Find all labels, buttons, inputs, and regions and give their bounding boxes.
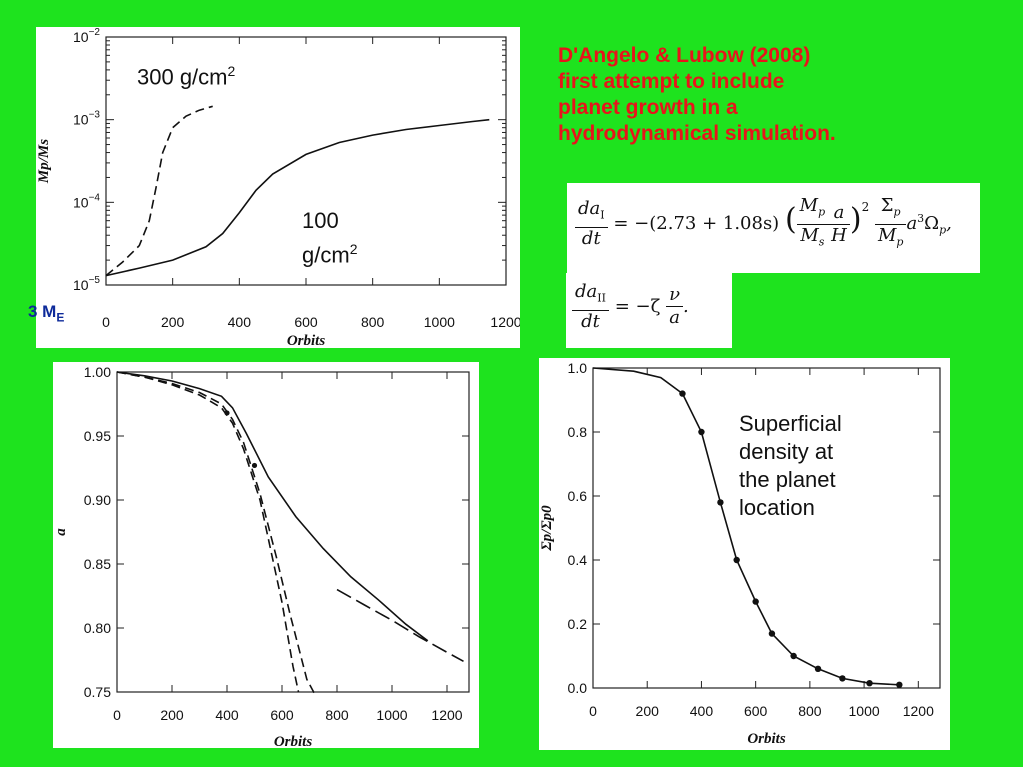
y-tick-label: 0.90 <box>84 492 111 508</box>
plot-frame <box>116 371 470 693</box>
x-tick-label: 1000 <box>849 703 880 719</box>
data-point <box>698 428 705 436</box>
series-line-1 <box>116 371 316 695</box>
data-point <box>814 665 822 672</box>
y-tick-label: 0.75 <box>84 684 111 700</box>
series-line-0 <box>116 371 429 642</box>
x-tick-label: 200 <box>636 703 660 719</box>
y-tick-label: 10−5 <box>73 275 100 293</box>
surface-density-plot: 0 200 400 600 800 1000 1200 0.0 0.2 0.4 0.6 0.8 1.0 O… <box>539 360 941 747</box>
x-axis-label: Orbits <box>747 731 786 747</box>
x-tick-label: 1000 <box>424 314 455 330</box>
x-tick-label: 600 <box>270 707 294 723</box>
series-line-2 <box>116 371 300 693</box>
mass-growth-plot: 0 200 400 600 800 1000 1200 10−5 10−4 10−3 10−2 Orb… <box>36 27 522 349</box>
y-tick-label: 10−3 <box>73 110 100 128</box>
y-tick-label: 0.8 <box>568 424 588 440</box>
surface-density-chart: 0 200 400 600 800 1000 1200 0.0 0.2 0.4 0.6 0.8 1.0 O… <box>539 358 950 750</box>
x-tick-label: 800 <box>361 314 385 330</box>
data-point <box>679 390 686 397</box>
description-line: D'Angelo & Lubow (2008) <box>558 44 811 67</box>
data-point <box>896 681 903 688</box>
surface-density-annotation: Superficial density at the planet locati… <box>739 411 842 520</box>
x-tick-label: 1000 <box>376 707 407 723</box>
plot-frame <box>592 367 941 689</box>
data-point <box>790 652 797 660</box>
y-tick-label: 0.80 <box>84 620 111 636</box>
x-tick-label: 0 <box>113 707 121 723</box>
description-line: hydrodynamical simulation. <box>558 122 836 145</box>
x-tick-label: 400 <box>228 314 252 330</box>
data-point <box>717 499 724 506</box>
data-point <box>839 675 846 682</box>
y-tick-label: 0.0 <box>568 680 588 696</box>
y-axis-label: a <box>53 528 69 536</box>
mass-growth-chart: 0 200 400 600 800 1000 1200 10−5 10−4 10−3 10−2 Orb… <box>36 27 522 349</box>
y-tick-label: 1.00 <box>84 364 111 380</box>
y-axis-label: Mp/Ms <box>36 139 52 184</box>
x-tick-label: 800 <box>798 703 822 719</box>
x-axis-label: Orbits <box>274 734 313 748</box>
data-point <box>752 598 759 605</box>
x-tick-label: 200 <box>160 707 184 723</box>
y-tick-label: 0.6 <box>568 488 588 504</box>
x-tick-label: 800 <box>325 707 349 723</box>
series-line-3 <box>336 588 464 663</box>
data-point <box>733 556 740 564</box>
x-tick-label: 600 <box>294 314 318 330</box>
y-tick-label: 0.95 <box>84 428 111 444</box>
y-tick-label: 0.4 <box>568 552 588 568</box>
y-tick-label: 0.85 <box>84 556 111 572</box>
series-line-0 <box>592 367 900 686</box>
description-line: planet growth in a <box>558 96 738 119</box>
data-point <box>866 680 873 687</box>
earth-mass-label: 3 ME <box>28 302 65 325</box>
x-axis-label: Orbits <box>287 333 326 348</box>
x-tick-label: 400 <box>690 703 714 719</box>
y-tick-label: 1.0 <box>568 360 588 376</box>
y-tick-label: 0.2 <box>568 616 588 632</box>
x-tick-label: 1200 <box>903 703 934 719</box>
x-tick-label: 1200 <box>490 314 520 330</box>
x-tick-label: 200 <box>161 314 185 330</box>
semimajor-axis-plot: 0 200 400 600 800 1000 1200 0.75 0.80 0.85 0.90 0.9… <box>53 364 470 750</box>
x-tick-label: 400 <box>215 707 239 723</box>
description-line: first attempt to include <box>558 70 785 93</box>
series-line-0 <box>105 105 213 277</box>
semimajor-axis-chart: 0 200 400 600 800 1000 1200 0.75 0.80 0.85 0.90 0.9… <box>53 362 479 750</box>
x-tick-label: 0 <box>589 703 597 719</box>
x-tick-label: 600 <box>744 703 768 719</box>
data-point <box>224 410 230 416</box>
y-tick-label: 10−4 <box>73 192 100 210</box>
x-tick-label: 1200 <box>431 707 462 723</box>
data-point <box>251 462 258 469</box>
y-tick-label: 10−2 <box>73 27 100 45</box>
equation-type-i: daI dt = −(2.73 + 1.08s) (Mp Ms a H)2 Σp Mp a3… <box>567 183 980 273</box>
annotation-100: 100 g/cm2 <box>302 208 358 268</box>
description-text: D'Angelo & Lubow (2008) first attempt to… <box>558 43 978 147</box>
x-tick-label: 0 <box>102 314 110 330</box>
y-axis-label: Σp/Σp0 <box>539 505 555 552</box>
annotation-300: 300 g/cm2 <box>137 63 236 90</box>
data-point <box>768 630 776 637</box>
series-line-1 <box>105 118 490 277</box>
